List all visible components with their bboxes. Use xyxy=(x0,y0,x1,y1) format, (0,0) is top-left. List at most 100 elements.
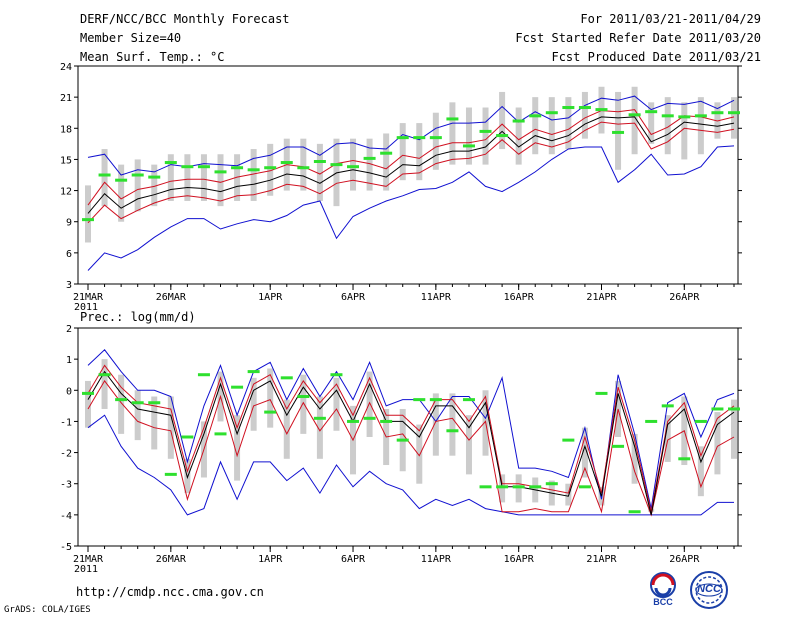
spread-bar xyxy=(200,154,207,201)
forecast-marker xyxy=(82,218,94,222)
forecast-marker xyxy=(529,114,542,118)
precipitation-chart: -5 -4 -3 -2 -1 0 1 2 21MAR 26MAR 1APR 6APR 11APR 16AP… xyxy=(60,324,742,575)
series-upper-line xyxy=(87,364,735,512)
spread-bar xyxy=(151,164,158,207)
forecast-marker xyxy=(645,110,658,114)
spread-bar xyxy=(267,143,274,196)
spread-bar xyxy=(300,374,307,434)
spread-bar xyxy=(581,91,588,139)
spread-bar xyxy=(449,393,456,456)
forecast-produced-date: Fcst Produced Date 2011/03/21 xyxy=(551,50,761,64)
forecast-marker xyxy=(347,165,360,169)
forecast-marker xyxy=(264,410,277,414)
x-tick-label: 21APR xyxy=(586,554,617,565)
forecast-marker xyxy=(728,407,740,411)
forecast-marker xyxy=(512,119,525,123)
y-tick-label: 15 xyxy=(60,155,72,166)
forecast-marker xyxy=(280,161,293,165)
forecast-marker xyxy=(446,429,459,433)
plot-frame xyxy=(77,327,739,547)
y-tick-label: 6 xyxy=(66,249,72,260)
forecast-marker xyxy=(462,398,475,402)
chart-title: DERF/NCC/BCC Monthly Forecast xyxy=(80,12,290,26)
spread-bar xyxy=(399,123,406,181)
forecast-marker xyxy=(313,160,326,164)
forecast-marker xyxy=(396,438,409,442)
spread-bar xyxy=(731,399,737,459)
x-tick-label: 16APR xyxy=(504,554,535,565)
forecast-marker xyxy=(545,482,558,486)
forecast-marker xyxy=(562,438,575,442)
forecast-marker xyxy=(380,151,393,155)
spread-bar xyxy=(101,359,108,409)
spread-bar xyxy=(184,154,191,201)
forecast-marker xyxy=(115,178,128,182)
forecast-marker xyxy=(98,373,111,377)
source-url[interactable]: http://cmdp.ncc.cma.gov.cn xyxy=(76,585,264,599)
spread-bar xyxy=(664,97,671,155)
forecast-marker xyxy=(562,106,575,110)
spread-bar xyxy=(681,102,688,160)
spread-bar xyxy=(499,91,506,150)
forecast-marker xyxy=(628,113,641,117)
y-tick-label: -5 xyxy=(60,542,72,553)
spread-bar xyxy=(167,396,174,459)
forecast-marker xyxy=(612,130,625,134)
spread-bar xyxy=(333,377,340,431)
forecast-marker xyxy=(131,173,144,177)
y-tick-label: 9 xyxy=(66,218,72,229)
spread-bar xyxy=(432,112,439,170)
spread-bar xyxy=(134,159,141,212)
forecast-marker xyxy=(413,398,426,402)
spread-bar xyxy=(449,102,456,165)
forecast-marker xyxy=(628,510,641,514)
spread-bar xyxy=(432,393,439,456)
spread-bar xyxy=(499,474,506,503)
y-tick-label: -1 xyxy=(60,417,72,428)
bcc-logo: BCC xyxy=(643,570,683,608)
spread-bar xyxy=(465,107,472,165)
spread-bar xyxy=(615,91,622,170)
x-tick-label: 11APR xyxy=(421,554,452,565)
bcc-logo-text: BCC xyxy=(653,597,673,607)
forecast-marker xyxy=(678,457,691,461)
spread-bar xyxy=(250,149,257,201)
forecast-marker xyxy=(595,108,608,112)
spread-bar xyxy=(366,138,373,191)
forecast-marker xyxy=(429,398,442,402)
spread-bar xyxy=(85,185,91,243)
x-tick-label: 26APR xyxy=(669,292,700,303)
spread-bar xyxy=(648,102,655,144)
forecast-marker xyxy=(678,115,691,119)
x-tick-label: 1APR xyxy=(258,292,283,303)
spread-bar xyxy=(167,154,174,201)
x-tick-label: 26MAR xyxy=(156,554,187,565)
forecast-marker xyxy=(164,472,177,476)
grads-credit: GrADS: COLA/IGES xyxy=(4,605,91,615)
forecast-marker xyxy=(612,444,625,448)
forecast-marker xyxy=(380,419,393,423)
series-mean-line xyxy=(87,370,735,516)
x-tick-label: 11APR xyxy=(421,292,452,303)
forecast-marker xyxy=(578,485,591,489)
forecast-marker xyxy=(148,401,161,405)
forecast-marker xyxy=(496,134,509,138)
y-tick-label: -4 xyxy=(60,511,72,522)
spread-bar xyxy=(267,368,274,428)
forecast-marker xyxy=(446,117,459,121)
spread-bar xyxy=(664,415,671,462)
forecast-marker xyxy=(330,373,343,377)
forecast-marker xyxy=(214,432,227,436)
forecast-marker xyxy=(496,485,509,489)
x-tick-label: 6APR xyxy=(341,554,366,565)
forecast-marker xyxy=(148,175,161,179)
forecast-marker xyxy=(711,407,724,411)
spread-bar xyxy=(581,427,588,478)
spread-bar xyxy=(548,97,555,155)
spread-bar xyxy=(416,424,423,484)
x-tick-label: 26APR xyxy=(669,554,700,565)
y-tick-label: 24 xyxy=(60,62,72,73)
y-tick-label: 2 xyxy=(66,324,72,335)
series-min-line xyxy=(87,414,734,516)
x-tick-label: 16APR xyxy=(504,292,535,303)
